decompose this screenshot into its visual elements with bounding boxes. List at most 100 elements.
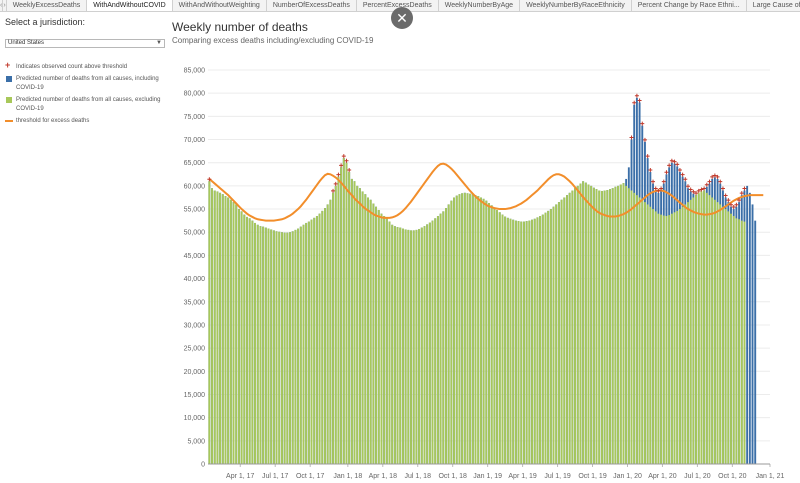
bar-excluding-covid: [590, 185, 593, 464]
chart-subtitle: Comparing excess deaths including/exclud…: [172, 36, 374, 45]
bar-excluding-covid: [512, 219, 515, 464]
bar-excluding-covid: [488, 203, 490, 464]
tab-weekly-excess-deaths[interactable]: WeeklyExcessDeaths: [7, 0, 88, 11]
tab-scroll-left-icon[interactable]: ‹: [0, 0, 4, 11]
bar-excluding-covid: [670, 213, 673, 464]
above-threshold-marker: [344, 158, 349, 163]
bar-excluding-covid: [574, 188, 576, 464]
bar-excluding-covid: [310, 219, 313, 464]
green-square-icon: [5, 96, 13, 104]
bar-excluding-covid: [695, 195, 697, 464]
tab-percent-excess-deaths[interactable]: PercentExcessDeaths: [357, 0, 439, 11]
above-threshold-marker: [723, 193, 728, 198]
sidebar: Select a jurisdiction: United States ▼ +…: [0, 12, 170, 483]
bar-excluding-covid: [609, 189, 611, 464]
legend-label: Indicates observed count above threshold: [16, 64, 128, 70]
bar-excluding-covid: [678, 209, 681, 464]
tab-scroll-right-icon[interactable]: ›: [3, 0, 7, 11]
bar-excluding-covid: [388, 221, 391, 464]
y-tick-label: 5,000: [187, 438, 205, 445]
bar-excluding-covid: [281, 232, 283, 464]
tab-number-of-excess-deaths[interactable]: NumberOfExcessDeaths: [267, 0, 357, 11]
bar-excluding-covid: [576, 185, 579, 464]
jurisdiction-label: Select a jurisdiction:: [5, 17, 86, 27]
tab-percent-change-by-race[interactable]: Percent Change by Race Ethni...: [632, 0, 747, 11]
bar-excluding-covid: [232, 202, 235, 464]
bar-excluding-covid: [687, 202, 689, 464]
bar-excluding-covid: [665, 216, 668, 464]
bar-excluding-covid: [305, 222, 308, 464]
bar-excluding-covid: [482, 198, 485, 464]
tab-weekly-number-by-race-ethnicity[interactable]: WeeklyNumberByRaceEthnicity: [520, 0, 632, 11]
bar-excluding-covid: [243, 214, 246, 464]
bar-excluding-covid: [611, 188, 614, 464]
bar-excluding-covid: [525, 221, 528, 464]
bar-excluding-covid: [539, 216, 542, 464]
weekly-deaths-chart: 0 5,000 10,000 15,000 20,000 25,000 30,000 35,0…: [172, 62, 785, 480]
bar-excluding-covid: [681, 206, 684, 464]
above-threshold-marker: [680, 172, 685, 177]
bar-excluding-covid: [364, 194, 367, 464]
above-threshold-marker: [696, 188, 701, 193]
chart-title: Weekly number of deaths: [172, 20, 308, 34]
bar-excluding-covid: [442, 211, 445, 464]
jurisdiction-select[interactable]: United States ▼: [5, 39, 165, 48]
bar-excluding-covid: [380, 213, 383, 464]
bar-excluding-covid: [410, 230, 412, 464]
bar-excluding-covid: [471, 194, 474, 464]
above-threshold-marker: [691, 189, 696, 194]
above-threshold-marker: [694, 191, 699, 196]
bar-excluding-covid: [719, 204, 722, 464]
x-tick-label: Jan 1, 18: [333, 473, 362, 480]
legend-item-threshold: threshold for excess deaths: [5, 117, 165, 126]
bar-excluding-covid: [297, 228, 300, 464]
bar-excluding-covid: [412, 230, 415, 464]
tab-large-cause-of-death-groups[interactable]: Large Cause of Death Groups: [747, 0, 800, 11]
above-threshold-marker: [645, 154, 650, 159]
bar-excluding-covid: [391, 224, 394, 464]
tab-with-and-without-weighting[interactable]: WithAndWithoutWeighting: [173, 0, 267, 11]
bar-including-covid: [754, 220, 757, 464]
bar-excluding-covid: [509, 218, 512, 464]
bar-excluding-covid: [517, 221, 520, 464]
bar-excluding-covid: [485, 200, 488, 464]
close-icon[interactable]: ✕: [391, 7, 413, 29]
bar-excluding-covid: [469, 193, 472, 464]
bar-excluding-covid: [700, 191, 703, 464]
chevron-down-icon[interactable]: ▼: [156, 40, 162, 46]
bar-excluding-covid: [367, 197, 369, 464]
above-threshold-marker: [651, 179, 656, 184]
y-tick-label: 20,000: [184, 369, 206, 376]
bar-excluding-covid: [579, 183, 582, 464]
bar-excluding-covid: [291, 231, 294, 464]
bar-excluding-covid: [563, 197, 566, 464]
bar-excluding-covid: [229, 199, 232, 464]
bar-excluding-covid: [302, 224, 305, 464]
bar-excluding-covid: [426, 224, 429, 464]
legend-item-excluding-covid: Predicted number of deaths from all caus…: [5, 96, 165, 114]
bar-excluding-covid: [493, 207, 496, 465]
above-threshold-marker: [642, 137, 647, 142]
bar-excluding-covid: [735, 218, 738, 464]
bar-excluding-covid: [603, 190, 606, 465]
above-threshold-marker: [739, 191, 744, 196]
bar-excluding-covid: [697, 192, 700, 464]
bar-excluding-covid: [272, 230, 275, 464]
bar-excluding-covid: [654, 211, 657, 464]
bar-excluding-covid: [431, 220, 434, 464]
bar-excluding-covid: [326, 204, 329, 464]
bar-excluding-covid: [415, 229, 418, 464]
bar-excluding-covid: [385, 218, 388, 464]
y-tick-label: 0: [201, 462, 205, 469]
jurisdiction-value: United States: [8, 40, 45, 46]
y-tick-label: 15,000: [184, 392, 206, 399]
bar-excluding-covid: [283, 232, 286, 464]
bar-excluding-covid: [372, 203, 375, 465]
tab-with-and-without-covid[interactable]: WithAndWithoutCOVID: [87, 0, 173, 11]
tab-weekly-number-by-age[interactable]: WeeklyNumberByAge: [439, 0, 521, 11]
bar-excluding-covid: [598, 190, 601, 465]
bar-excluding-covid: [571, 190, 574, 465]
bar-excluding-covid: [466, 193, 469, 464]
above-threshold-marker: [640, 121, 645, 126]
bar-excluding-covid: [566, 195, 568, 464]
